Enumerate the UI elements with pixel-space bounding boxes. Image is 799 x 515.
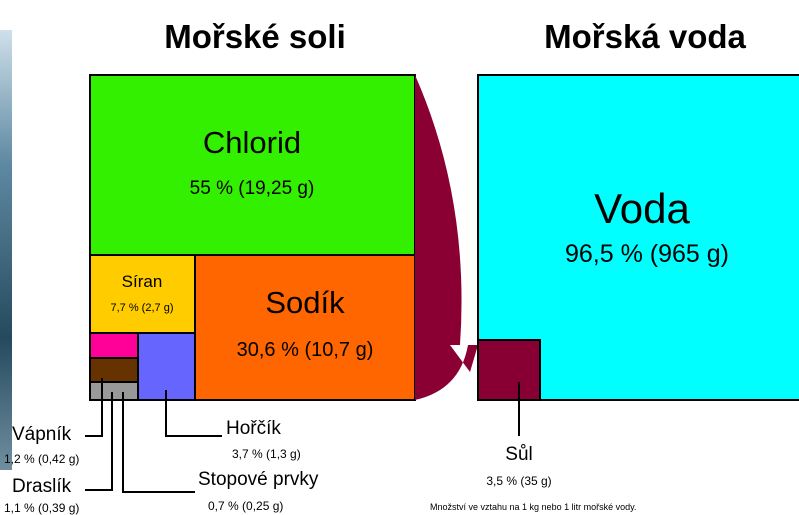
draslik-block: [89, 357, 139, 383]
amount: 0,7 % (0,25 g): [208, 499, 283, 513]
amount: 30,6 % (10,7 g): [237, 339, 374, 361]
leader-lines: [85, 378, 520, 493]
stopove-block: [89, 381, 139, 401]
label: Vápník: [12, 424, 72, 445]
chlorid-block: [89, 74, 416, 256]
title-water: Mořská voda: [544, 18, 746, 55]
vapnik-block: [89, 332, 139, 359]
label: Chlorid: [203, 125, 301, 160]
leader-draslik: [85, 392, 113, 491]
leader-horcik: [165, 390, 222, 437]
label: Stopové prvky: [198, 469, 319, 490]
leader-stopove: [122, 392, 195, 493]
label: Voda: [594, 185, 690, 232]
label: Síran: [122, 272, 163, 291]
label: Hořčík: [226, 418, 281, 439]
title-salts: Mořské soli: [164, 18, 346, 55]
label: Sodík: [265, 285, 345, 320]
amount: 1,1 % (0,39 g): [4, 501, 79, 515]
horcik-block: [137, 332, 196, 401]
note: Množství ve vztahu na 1 kg nebo 1 litr m…: [430, 502, 636, 512]
amount: 96,5 % (965 g): [565, 240, 729, 268]
sul-block: [477, 339, 541, 401]
label: Draslík: [12, 476, 72, 497]
amount: 55 % (19,25 g): [190, 178, 315, 199]
amount: 7,7 % (2,7 g): [111, 302, 174, 314]
leader-vapnik: [85, 378, 103, 437]
label: Sůl: [505, 444, 532, 465]
amount: 1,2 % (0,42 g): [4, 452, 79, 466]
amount: 3,7 % (1,3 g): [232, 447, 301, 461]
salt-blocks: [89, 74, 416, 401]
arrow: [415, 75, 478, 400]
photo-strip: [0, 30, 12, 470]
siran-block: [89, 254, 196, 334]
sodik-block: [194, 254, 416, 401]
amount: 3,5 % (35 g): [486, 474, 551, 488]
